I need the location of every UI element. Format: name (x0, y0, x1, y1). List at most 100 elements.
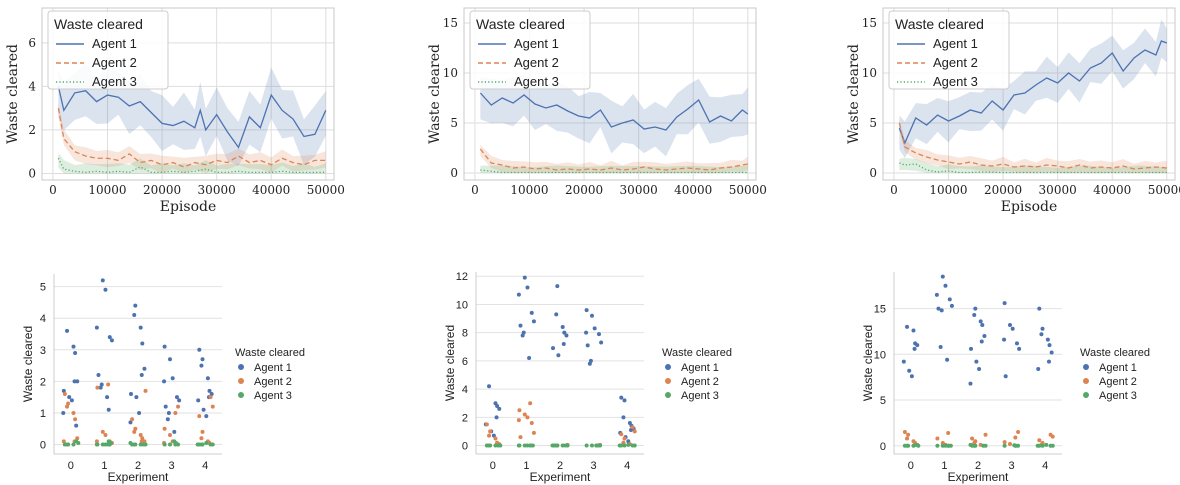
legend-entry: Agent 3 (514, 74, 559, 89)
x-axis-label: Episode (160, 199, 217, 215)
data-point (1013, 443, 1018, 448)
x-tick-label: 50000 (307, 183, 345, 197)
y-tick-label: 15 (862, 16, 877, 30)
legend-entry: Agent 3 (681, 390, 719, 402)
confidence-band (480, 144, 748, 173)
data-point (162, 379, 167, 384)
data-point (73, 350, 78, 355)
data-point (1050, 434, 1055, 439)
data-point (165, 417, 170, 422)
x-tick-label: 1 (523, 460, 529, 472)
data-point (595, 443, 600, 448)
data-point (69, 398, 74, 403)
y-tick-label: 12 (456, 271, 468, 283)
legend-entry: Agent 1 (933, 36, 978, 51)
x-tick-label: 10000 (929, 183, 967, 197)
data-point (970, 436, 975, 441)
legend-title: Waste cleared (895, 16, 984, 32)
data-point (208, 395, 213, 400)
data-point (204, 440, 209, 445)
data-point (1050, 443, 1055, 448)
x-tick-label: 10000 (88, 183, 126, 197)
data-point (599, 340, 604, 345)
data-point (584, 308, 589, 313)
data-point (107, 335, 112, 340)
data-point (133, 426, 138, 431)
data-point (162, 442, 167, 447)
legend-marker (665, 364, 671, 370)
data-point (173, 410, 178, 415)
data-point (210, 404, 215, 409)
y-tick-label: 4 (462, 384, 468, 396)
data-point (516, 443, 521, 448)
confidence-band (58, 152, 326, 174)
data-point (516, 292, 521, 297)
data-point (621, 415, 626, 420)
data-point (977, 366, 982, 371)
data-point (196, 398, 201, 403)
data-point (1037, 443, 1042, 448)
x-tick-label: 20000 (143, 183, 181, 197)
data-point (1047, 343, 1052, 348)
data-point (207, 388, 212, 393)
y-tick-label: 5 (869, 116, 877, 130)
data-point (103, 442, 108, 447)
data-point (556, 353, 561, 358)
x-tick-label: 3 (1009, 460, 1015, 472)
data-point (938, 344, 943, 349)
data-point (529, 420, 534, 425)
y-axis-label: Waste cleared (443, 325, 457, 401)
data-point (564, 333, 569, 338)
y-tick-label: 0 (462, 441, 468, 453)
data-point (589, 443, 594, 448)
data-point (622, 443, 627, 448)
data-point (520, 333, 525, 338)
x-tick-label: 30000 (620, 183, 658, 197)
x-tick-label: 2 (975, 460, 981, 472)
y-axis-label: Waste cleared (427, 44, 443, 144)
legend: Waste cleared Agent 1 Agent 2 Agent 3 (235, 347, 305, 402)
data-point (498, 443, 503, 448)
data-point (166, 410, 171, 415)
data-point (167, 433, 172, 438)
data-point (94, 325, 99, 330)
data-point (172, 429, 177, 434)
x-tick-label: 0 (908, 460, 914, 472)
data-point (632, 429, 637, 434)
confidence-band (899, 118, 1167, 173)
legend-marker (238, 364, 244, 370)
data-point (65, 442, 70, 447)
legend: Waste cleared Agent 1 Agent 2 Agent 3 (662, 347, 732, 402)
data-point (143, 442, 148, 447)
data-point (562, 330, 567, 335)
x-tick-label: 4 (624, 460, 630, 472)
data-point (1003, 374, 1008, 379)
data-point (561, 341, 566, 346)
data-point (1013, 435, 1018, 440)
data-point (199, 442, 204, 447)
data-point (95, 385, 100, 390)
data-point (162, 426, 167, 431)
data-point (531, 319, 536, 324)
data-point (1007, 441, 1012, 446)
x-tick-label: 3 (169, 460, 175, 472)
data-point (100, 278, 105, 283)
y-tick-label: 5 (450, 116, 458, 130)
data-point (974, 359, 979, 364)
data-point (522, 412, 527, 417)
data-point (1002, 440, 1007, 445)
x-tick-label: 4 (1042, 460, 1048, 472)
data-point (73, 417, 78, 422)
data-point (76, 440, 81, 445)
y-tick-label: 10 (443, 66, 458, 80)
data-point (197, 347, 202, 352)
data-point (163, 404, 168, 409)
data-point (167, 357, 172, 362)
legend-entry: Agent 2 (681, 376, 719, 388)
data-point (74, 423, 79, 428)
data-point (66, 401, 71, 406)
data-point (528, 401, 533, 406)
